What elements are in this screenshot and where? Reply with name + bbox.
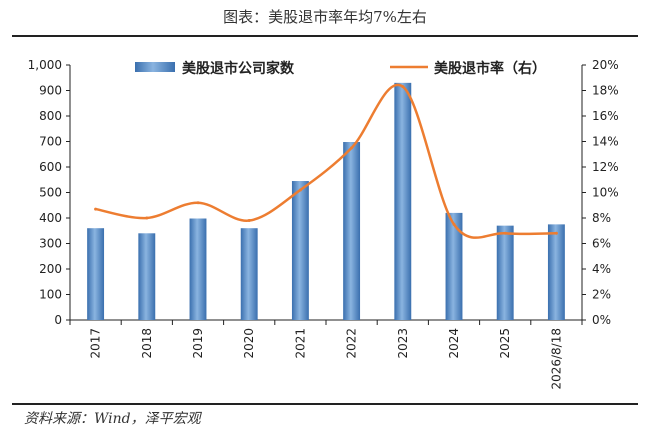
line-point [196,201,200,205]
line-point [350,146,354,150]
legend: 美股退市公司家数 美股退市率（右） [135,60,546,77]
x-tick-label: 2023 [396,328,410,359]
y-left-tick-label: 0 [54,313,62,327]
y-left-tick-label: 900 [39,84,62,98]
legend-bar-swatch [135,62,175,72]
source-note: 资料来源：Wind，泽平宏观 [24,411,201,427]
y-left-tick-label: 1,000 [28,58,62,72]
x-tick-label: 2019 [191,328,205,359]
bar [547,224,565,320]
figure-title: 图表：美股退市率年均7%左右 [223,8,427,26]
bar [87,228,105,320]
x-tick-label: 2025 [498,328,512,359]
line-series [94,83,558,239]
y-right-tick-label: 4% [592,262,611,276]
x-tick-label: 2017 [89,328,103,359]
line-point [401,85,405,89]
y-left-tick-label: 700 [39,135,62,149]
x-tick-label: 2018 [140,328,154,359]
bar [240,228,258,320]
bar [138,233,156,320]
bar [394,82,412,320]
x-tick-label: 2022 [345,328,359,359]
bar [291,181,309,320]
x-tick-label: 2024 [447,328,461,359]
legend-line-label: 美股退市率（右） [434,60,546,77]
line-point [247,219,251,223]
bar [496,225,514,320]
top-rule [12,35,638,37]
x-tick-label: 2020 [242,328,256,359]
y-right-tick-label: 10% [592,186,619,200]
y-left-tick-label: 600 [39,160,62,174]
bottom-rule [12,403,638,405]
line-point [145,216,149,220]
y-right-tick-label: 16% [592,109,619,123]
y-right-tick-label: 2% [592,288,611,302]
legend-bar-label: 美股退市公司家数 [182,60,295,77]
y-right-tick-label: 8% [592,211,611,225]
bar [189,218,207,320]
y-right-tick-label: 20% [592,58,619,72]
y-right-tick-label: 0% [592,313,611,327]
line-point [554,231,558,235]
line-point [298,188,302,192]
x-tick-label: 2021 [293,328,307,359]
y-right-tick-label: 12% [592,160,619,174]
y-left-tick-label: 100 [39,288,62,302]
line-point [452,222,456,226]
bars [87,82,565,320]
axes: 0 100 200 300 400 500 600 700 800 900 1,000 0% 2% 4% 6… [28,58,619,390]
bar [343,142,361,320]
bar [445,212,463,320]
y-left-tick-label: 300 [39,237,62,251]
delisting-rate-line [95,83,557,239]
y-left-tick-label: 800 [39,109,62,123]
line-point [503,231,507,235]
y-right-tick-label: 18% [592,84,619,98]
y-left-tick-label: 200 [39,262,62,276]
y-left-tick-label: 400 [39,211,62,225]
y-right-tick-label: 6% [592,237,611,251]
x-tick-label: 2026/8/18 [549,328,563,390]
y-right-tick-label: 14% [592,135,619,149]
line-point [94,207,98,211]
y-left-tick-label: 500 [39,186,62,200]
